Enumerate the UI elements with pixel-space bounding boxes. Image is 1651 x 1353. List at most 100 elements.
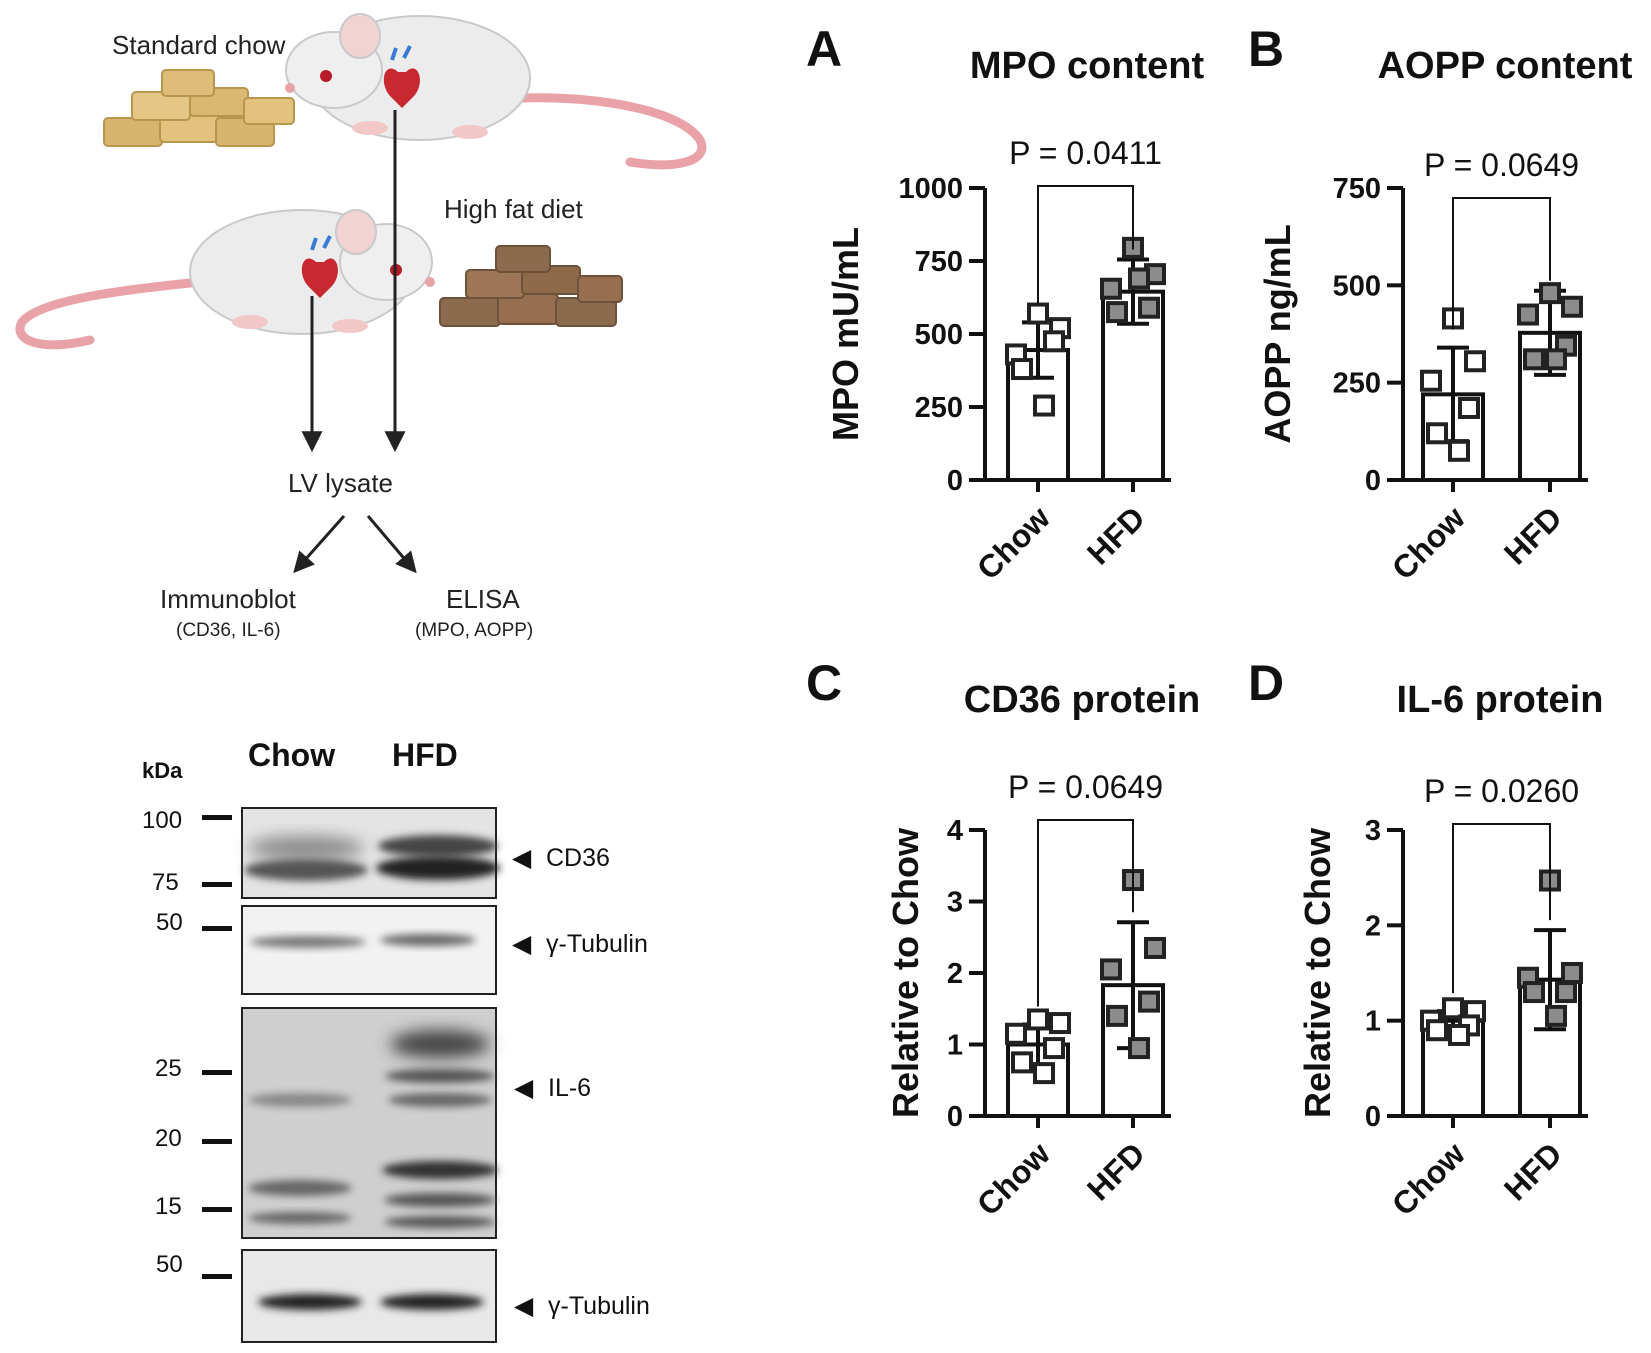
blot-membrane-tubulin-2: 50 ◀ γ-Tubulin [156, 1249, 650, 1343]
mw-marker: 100 [142, 807, 182, 834]
data-point [1448, 439, 1470, 462]
data-point [1100, 277, 1122, 300]
y-tick-label: 250 [1333, 368, 1381, 400]
x-tick-label: Chow [970, 499, 1057, 586]
data-point [1561, 295, 1583, 318]
y-tick-label: 0 [1365, 1101, 1381, 1133]
chart-title: AOPP content [1378, 45, 1633, 87]
x-tick-label: HFD [1497, 1135, 1569, 1207]
blot-membrane-tubulin-1: 50 ◀ γ-Tubulin [156, 905, 648, 995]
label-elisa-targets: (MPO, AOPP) [415, 620, 533, 641]
mw-marker: 50 [156, 1251, 183, 1278]
band-arrow: ◀ [512, 844, 532, 872]
data-point [1106, 301, 1128, 324]
blot-membrane-il6: 25 20 15 ◀ IL-6 [155, 1007, 591, 1239]
y-tick-label: 750 [915, 246, 963, 278]
mw-marker: 20 [155, 1125, 182, 1152]
data-point [1011, 1051, 1033, 1074]
band-arrow: ◀ [514, 1074, 534, 1102]
data-point [1043, 330, 1065, 353]
chart-panel-b: B AOPP content AOPP ng/mL 0 250 500 750 Chow HFD… [1248, 21, 1633, 587]
chart-panel-c: C CD36 protein Relative to Chow 0 1 2 3 4 Chow HF… [806, 655, 1200, 1223]
label-standard-chow: Standard chow [112, 30, 286, 60]
data-point [1545, 348, 1567, 371]
band-label-tubulin: γ-Tubulin [548, 1292, 650, 1320]
x-tick-label: Chow [1385, 1135, 1472, 1222]
mouse-icon [15, 209, 435, 350]
y-tick-label: 0 [947, 1101, 963, 1133]
blot-membrane-cd36: 100 75 ◀ CD36 [142, 807, 610, 899]
data-point [1442, 997, 1464, 1020]
chart-title: IL-6 protein [1397, 679, 1604, 721]
mouse-icon [285, 13, 707, 170]
mw-marker: 25 [155, 1055, 182, 1082]
panel-letter: A [806, 21, 842, 77]
x-tick-label: HFD [1080, 1135, 1152, 1207]
data-point [1138, 296, 1160, 319]
significance-bracket [1037, 185, 1134, 305]
heart-icon [301, 235, 338, 298]
chart-title: CD36 protein [964, 679, 1200, 721]
mw-marker: 50 [156, 909, 183, 936]
data-point [1561, 962, 1583, 984]
hfd-pellets-icon [439, 245, 623, 327]
chart-title: MPO content [970, 45, 1205, 87]
data-point [1033, 1062, 1055, 1085]
x-tick-label: Chow [970, 1135, 1057, 1222]
data-point [1106, 1004, 1128, 1027]
band-label-il6: IL-6 [548, 1074, 591, 1102]
y-tick-label: 250 [915, 392, 963, 424]
x-tick-label: Chow [1385, 499, 1472, 586]
significance-bracket [1452, 823, 1551, 994]
label-immunoblot-targets: (CD36, IL-6) [176, 620, 281, 641]
mw-marker: 15 [155, 1193, 182, 1220]
panel-letter: B [1248, 21, 1284, 77]
y-tick-label: 1000 [898, 173, 963, 205]
band-arrow: ◀ [512, 930, 532, 958]
panel-letter: D [1248, 655, 1284, 711]
x-tick-label: HFD [1497, 499, 1569, 571]
y-tick-label: 0 [1365, 465, 1381, 497]
heart-icon [383, 45, 420, 108]
y-tick-label: 3 [947, 887, 963, 919]
p-value: P = 0.0260 [1424, 773, 1579, 809]
x-tick-label: HFD [1080, 499, 1152, 571]
data-point [1448, 1023, 1470, 1046]
chart-panel-a: A MPO content MPO mU/mL 0 250 500 750 1000 Chow H… [806, 21, 1205, 587]
y-tick-label: 3 [1365, 815, 1381, 847]
band-label-tubulin: γ-Tubulin [546, 930, 648, 958]
data-point [1420, 369, 1442, 392]
western-blot: kDa Chow HFD 100 75 ◀ CD36 50 ◀ γ-Tubuli… [142, 737, 650, 1343]
arrow-to-elisa [366, 515, 417, 574]
mw-marker: 75 [152, 869, 179, 896]
y-tick-label: 750 [1333, 173, 1381, 205]
data-point [1027, 302, 1049, 325]
y-axis-label: AOPP ng/mL [1257, 224, 1298, 443]
data-point [1100, 958, 1122, 981]
data-point [1011, 358, 1033, 381]
data-point [1128, 1037, 1150, 1060]
arrow-to-immunoblot [293, 515, 346, 574]
y-tick-label: 2 [1365, 910, 1381, 942]
p-value: P = 0.0649 [1424, 147, 1579, 183]
p-value: P = 0.0649 [1008, 769, 1163, 805]
data-point [1027, 1008, 1049, 1031]
y-axis-label: Relative to Chow [885, 827, 926, 1118]
band-arrow: ◀ [514, 1292, 534, 1320]
data-point [1426, 1019, 1448, 1042]
data-point [1005, 1022, 1027, 1045]
y-tick-label: 0 [947, 465, 963, 497]
data-point [1128, 267, 1150, 290]
data-point [1138, 990, 1160, 1013]
data-point [1033, 394, 1055, 417]
label-lv-lysate: LV lysate [288, 468, 393, 498]
data-point [1458, 396, 1480, 419]
y-tick-label: 500 [915, 319, 963, 351]
significance-bracket [1037, 819, 1134, 1007]
experiment-schematic: Standard chow High fa [15, 13, 707, 641]
label-elisa: ELISA [446, 584, 520, 614]
kda-label: kDa [142, 758, 183, 783]
data-point [1517, 303, 1539, 326]
y-tick-label: 1 [947, 1030, 963, 1062]
